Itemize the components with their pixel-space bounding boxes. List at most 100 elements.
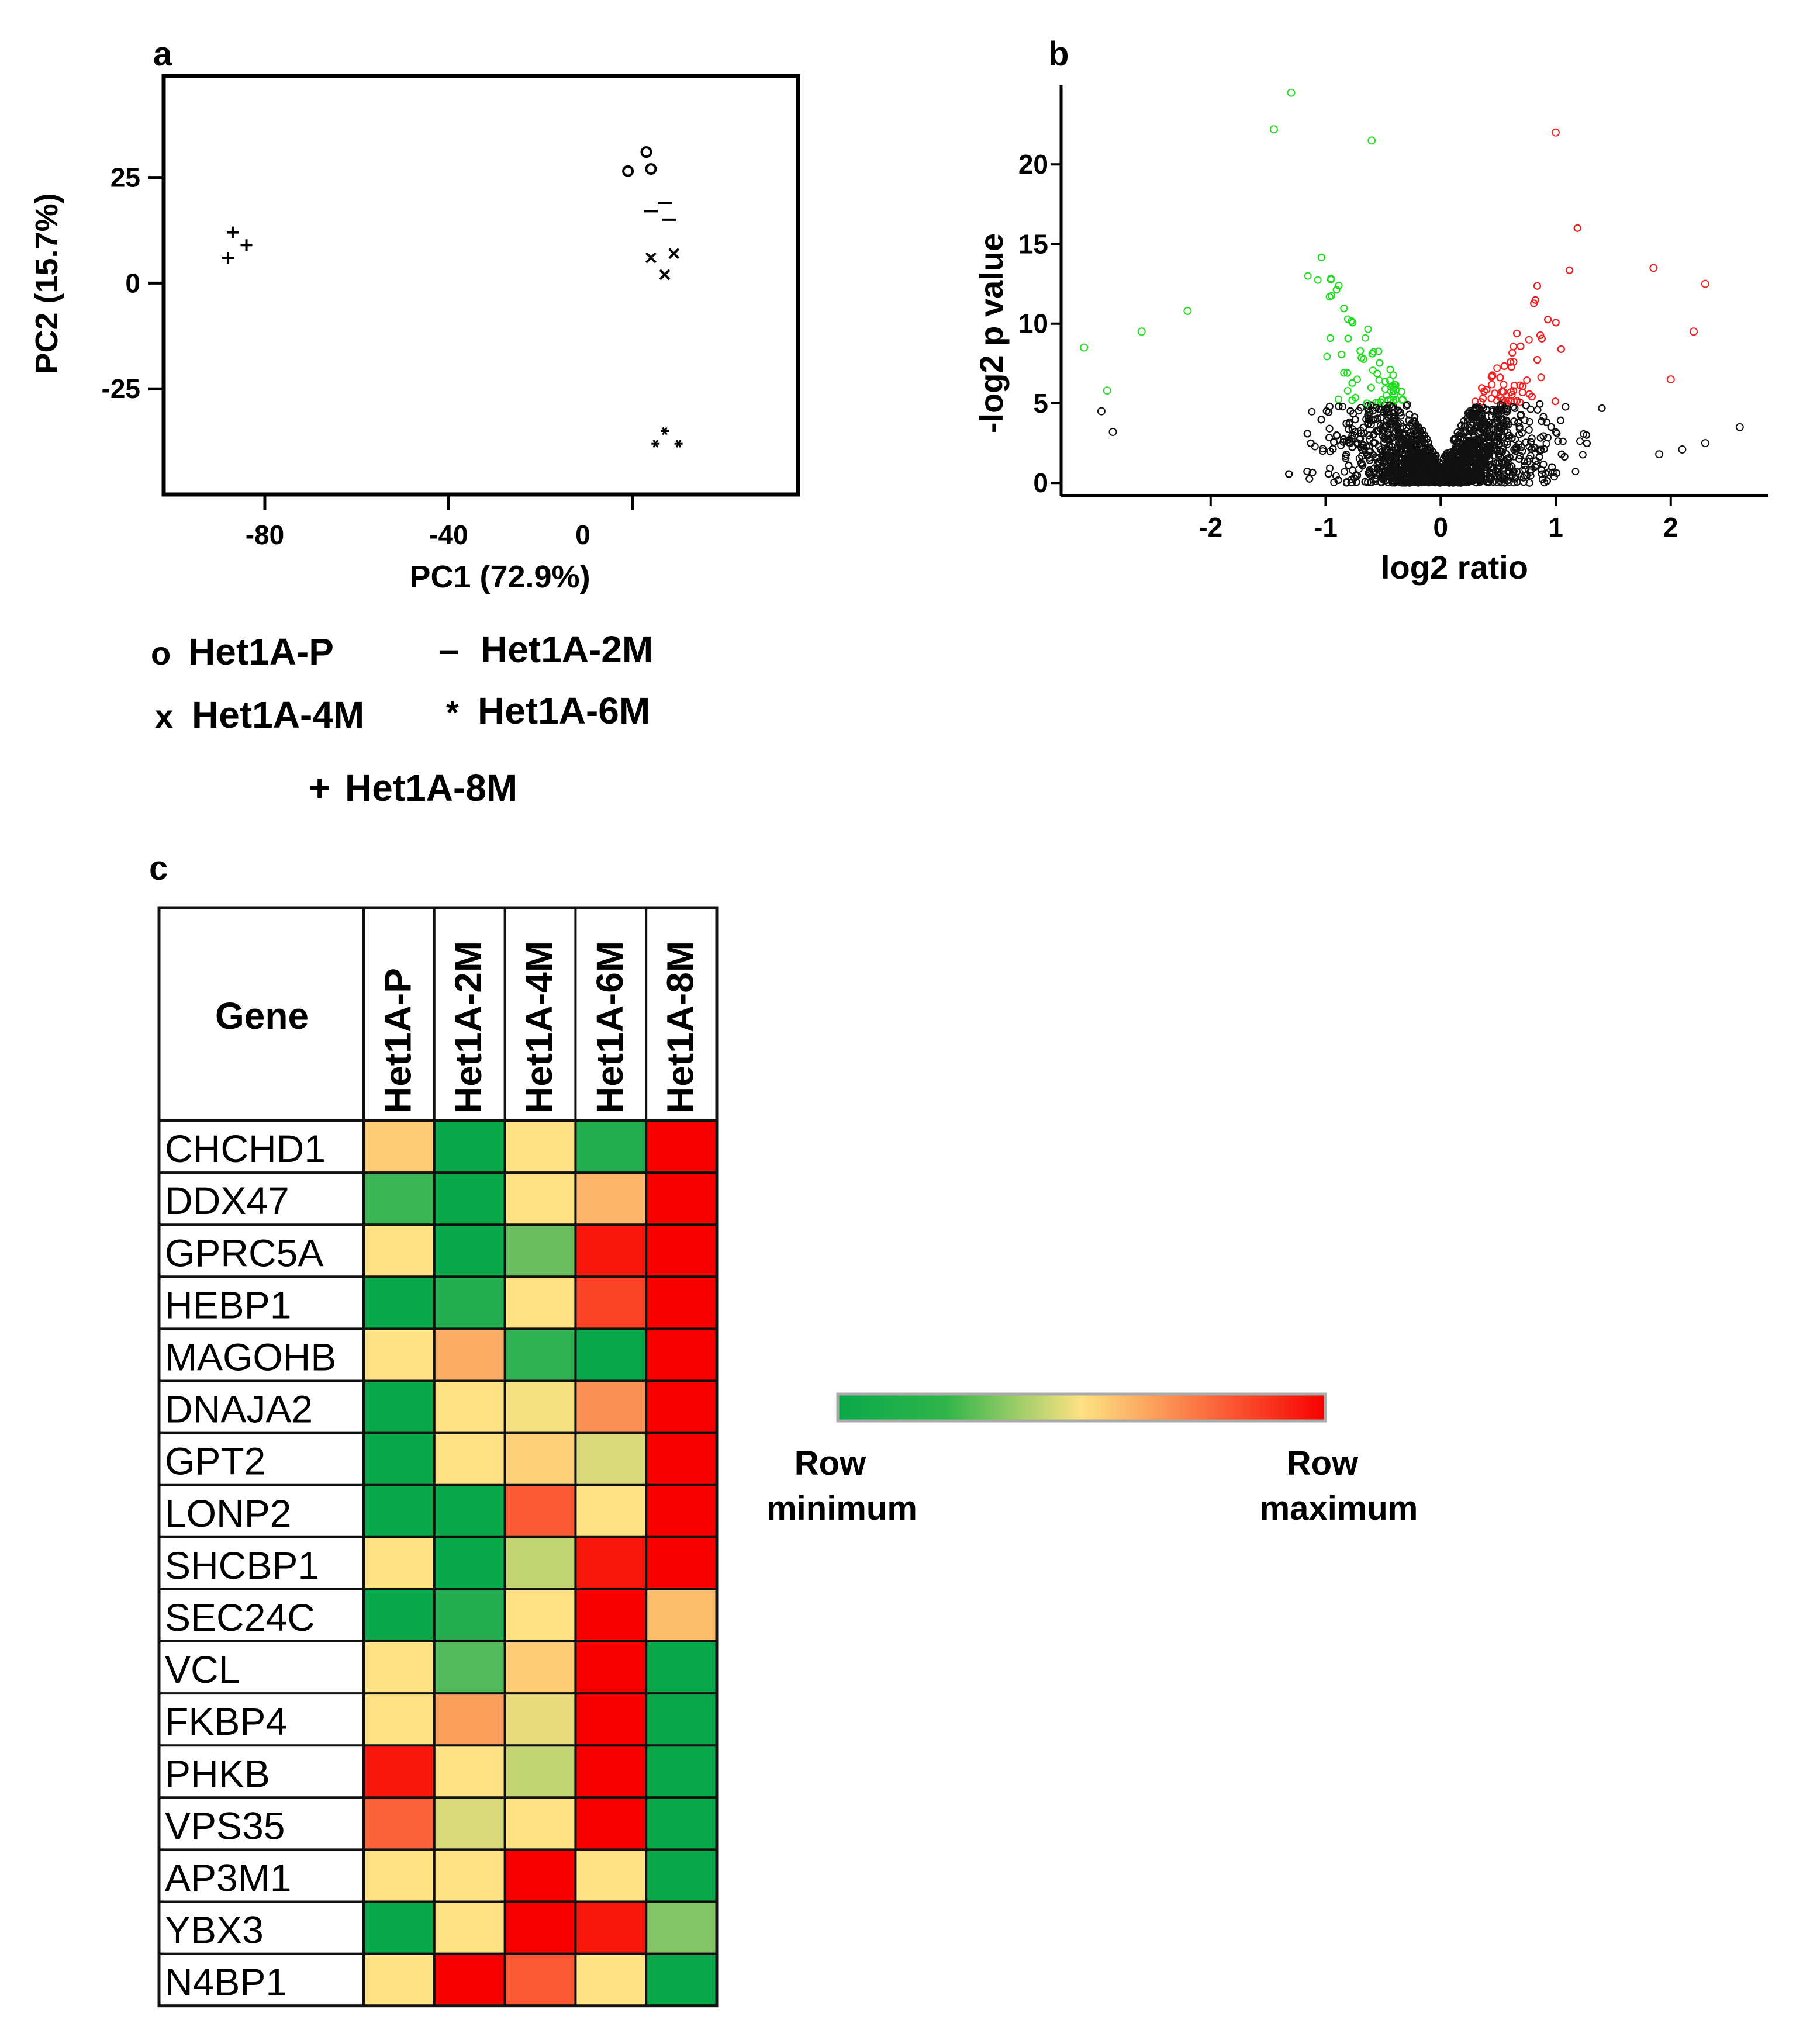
volcano-point [1464,431,1473,440]
volcano-point [1345,461,1353,469]
volcano-point [1341,468,1349,476]
volcano-point [1488,420,1496,428]
volcano-point [1483,386,1491,393]
volcano-point [1488,462,1496,471]
volcano-point [1412,421,1420,430]
volcano-point [1304,272,1312,280]
volcano-point [1500,471,1508,479]
volcano-point [1362,442,1370,451]
legend-symbol-dash: – [438,628,460,670]
volcano-point [1408,449,1417,458]
volcano-point [1373,427,1381,435]
volcano-point [1544,434,1552,442]
volcano-point [1499,396,1507,404]
volcano-point [1366,442,1374,450]
volcano-point [1348,443,1356,451]
legend-label: Het1A-P [188,631,334,673]
volcano-point [1543,418,1550,426]
legend-item-het1a-p: o Het1A-P [151,631,334,673]
volcano-point [1325,424,1334,433]
y-tick-label: 25 [110,162,140,193]
volcano-point [1314,276,1322,284]
volcano-point [1533,461,1541,469]
y-tick-label: -25 [102,373,140,404]
volcano-point [1525,336,1533,344]
volcano-point [1339,438,1348,446]
volcano-point [1500,381,1508,389]
volcano-point [1510,343,1518,351]
volcano-point [1533,356,1542,364]
volcano-point [1539,475,1547,483]
volcano-point [1353,375,1361,383]
volcano-point [1335,402,1343,410]
volcano-point [1348,317,1355,325]
volcano-point [1330,478,1338,486]
volcano-point [1342,479,1350,487]
volcano-point [1493,364,1501,372]
volcano-point [1496,373,1504,382]
volcano-point [1327,275,1335,283]
volcano-point [1431,454,1439,462]
volcano-point [1553,429,1561,437]
volcano-point [1340,369,1348,377]
volcano-point [1356,347,1365,355]
volcano-point [1557,450,1566,458]
volcano-point [1562,403,1570,411]
volcano-point [1517,411,1525,420]
volcano-point [1493,416,1501,424]
volcano-point [1319,445,1327,453]
volcano-point [1457,421,1465,430]
volcano-point [1538,417,1546,426]
volcano-point [1536,400,1544,408]
pca-point-het1a-4m [659,269,671,281]
volcano-point [1344,334,1352,343]
volcano-point [1332,472,1340,480]
volcano-point [1505,478,1513,486]
volcano-point [1453,428,1462,437]
legend-symbol-asterisk: * [446,694,459,731]
volcano-point [1387,396,1395,404]
pca-x-axis-label: PC1 (72.9%) [409,559,590,594]
volcano-point [1373,461,1381,469]
legend-item-het1a-6m: * Het1A-6M [446,690,650,732]
volcano-point [1391,416,1400,424]
volcano-point [1350,431,1359,440]
legend-item-het1a-4m: x Het1A-4M [155,694,364,736]
volcano-point [1514,419,1522,427]
volcano-point [1348,379,1356,387]
volcano-point [1552,397,1559,406]
volcano-point [1554,437,1562,445]
pca-point-het1a-p [640,146,652,158]
volcano-point [1339,403,1347,411]
volcano-point [1392,385,1400,393]
volcano-point [1326,447,1334,455]
volcano-point [1457,429,1465,437]
pca-point-het1a-6m [660,427,669,435]
volcano-point [1513,329,1521,337]
volcano-point [1308,468,1317,476]
volcano-point [1537,373,1545,382]
volcano-point [1525,417,1533,426]
volcano-point [1372,478,1379,485]
volcano-point [1527,438,1535,446]
volcano-point [1538,470,1546,478]
volcano-point [1500,388,1507,396]
legend-item-het1a-2m: – Het1A-2M [438,628,653,670]
volcano-point [1475,429,1483,437]
volcano-point [1317,253,1325,261]
pca-plot-frame [161,74,800,497]
volcano-point [1507,358,1515,366]
legend-symbol-x: x [155,698,173,735]
volcano-data-points [1080,88,1744,487]
volcano-point [1377,478,1385,486]
pca-point-het1a-8m [226,226,239,238]
pca-data-points [222,146,683,448]
volcano-point [1549,468,1557,476]
volcano-point [1493,437,1501,445]
y-tick-label: 0 [125,268,140,298]
volcano-point [1523,376,1531,384]
volcano-point [1493,478,1501,486]
volcano-point [1517,443,1525,451]
